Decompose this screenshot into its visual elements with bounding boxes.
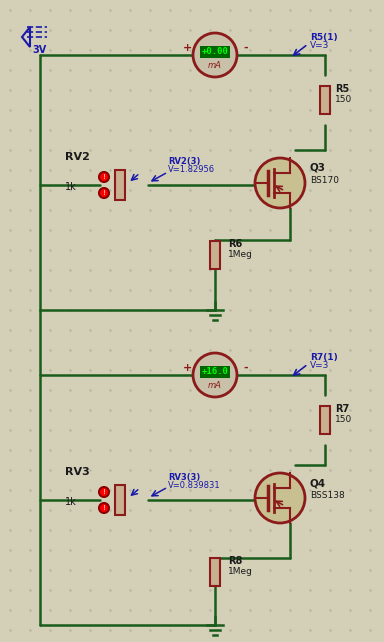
Bar [320, 406, 330, 434]
Circle shape [255, 473, 305, 523]
Text: +16.0: +16.0 [202, 367, 228, 376]
Text: Q3: Q3 [310, 163, 326, 173]
Text: 1Meg: 1Meg [228, 250, 253, 259]
Text: R7: R7 [335, 404, 349, 414]
Text: !: ! [103, 505, 106, 511]
Text: 150: 150 [335, 415, 352, 424]
Text: R6: R6 [228, 239, 242, 249]
Bar [200, 46, 230, 58]
Text: +: + [183, 43, 192, 53]
Text: Q4: Q4 [310, 478, 326, 488]
Text: R5(1): R5(1) [310, 33, 338, 42]
Text: RV3: RV3 [65, 467, 90, 477]
Text: V=1.82956: V=1.82956 [168, 165, 215, 174]
Text: !: ! [103, 190, 106, 196]
Text: V=0.839831: V=0.839831 [168, 481, 221, 490]
Text: RV2(3): RV2(3) [168, 157, 200, 166]
Text: RV3(3): RV3(3) [168, 473, 200, 482]
Text: 1Meg: 1Meg [228, 567, 253, 576]
Text: 1k: 1k [65, 182, 77, 192]
Circle shape [99, 487, 109, 497]
Text: 3V: 3V [32, 45, 46, 55]
Text: V=3: V=3 [310, 361, 329, 370]
Text: R8: R8 [228, 556, 242, 566]
Text: R7(1): R7(1) [310, 353, 338, 362]
Circle shape [193, 353, 237, 397]
Text: !: ! [103, 174, 106, 180]
Bar [210, 241, 220, 269]
Text: BS170: BS170 [310, 176, 339, 185]
Text: -: - [243, 363, 248, 373]
Circle shape [193, 33, 237, 77]
Text: RV2: RV2 [65, 152, 90, 162]
Bar [210, 558, 220, 586]
Text: -: - [243, 43, 248, 53]
Text: V=3: V=3 [310, 41, 329, 50]
Text: R5: R5 [335, 84, 349, 94]
Bar [200, 366, 230, 378]
Circle shape [99, 503, 109, 513]
Circle shape [99, 172, 109, 182]
Circle shape [99, 188, 109, 198]
Circle shape [255, 158, 305, 208]
Bar [115, 170, 125, 200]
Bar [320, 86, 330, 114]
Text: mA: mA [208, 60, 222, 69]
Text: BSS138: BSS138 [310, 491, 345, 500]
Text: mA: mA [208, 381, 222, 390]
Text: !: ! [103, 489, 106, 495]
Text: +0.00: +0.00 [202, 48, 228, 56]
Bar [115, 485, 125, 515]
Text: 1k: 1k [65, 497, 77, 507]
Text: +: + [183, 363, 192, 373]
Text: 150: 150 [335, 95, 352, 104]
